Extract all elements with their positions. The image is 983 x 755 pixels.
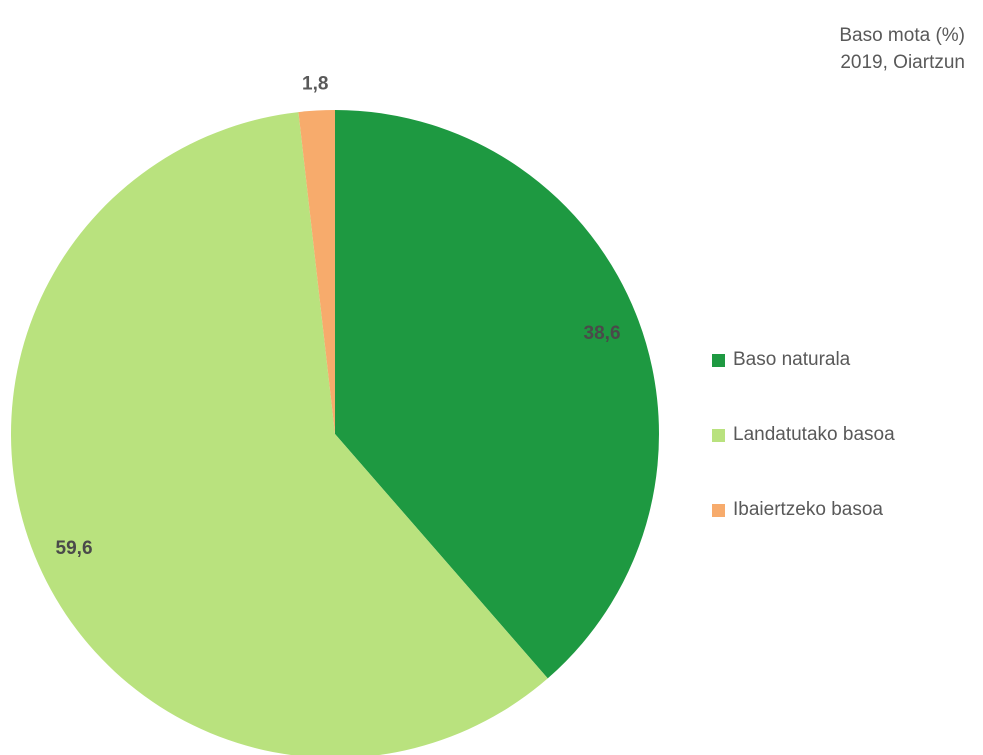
legend-swatch [712, 428, 725, 442]
pie-slice-ibaiertzeko-basoa [298, 110, 335, 434]
legend-swatch [712, 353, 725, 367]
legend-item-baso-naturala: Baso naturala [712, 345, 895, 375]
legend-item-landatutako-basoa: Landatutako basoa [712, 420, 895, 450]
legend-label: Ibaiertzeko basoa [733, 499, 883, 520]
pie-slice-baso-naturala [335, 110, 659, 679]
legend-label: Landatutako basoa [733, 424, 895, 445]
data-label-landatutako-basoa: 59,6 [56, 538, 93, 559]
legend-label: Baso naturala [733, 349, 851, 370]
chart-subtitle: 2019, Oiartzun [840, 52, 965, 73]
chart-title-block: Baso mota (%) 2019, Oiartzun [839, 22, 965, 76]
legend-swatch [712, 503, 725, 517]
legend-item-ibaiertzeko-basoa: Ibaiertzeko basoa [712, 495, 895, 525]
pie-slice-landatutako-basoa [11, 112, 548, 755]
data-label-ibaiertzeko-basoa: 1,8 [302, 74, 328, 95]
data-label-baso-naturala: 38,6 [584, 323, 621, 344]
chart-title: Baso mota (%) [839, 25, 965, 46]
chart-legend: Baso naturala Landatutako basoa Ibaiertzek… [712, 345, 895, 570]
